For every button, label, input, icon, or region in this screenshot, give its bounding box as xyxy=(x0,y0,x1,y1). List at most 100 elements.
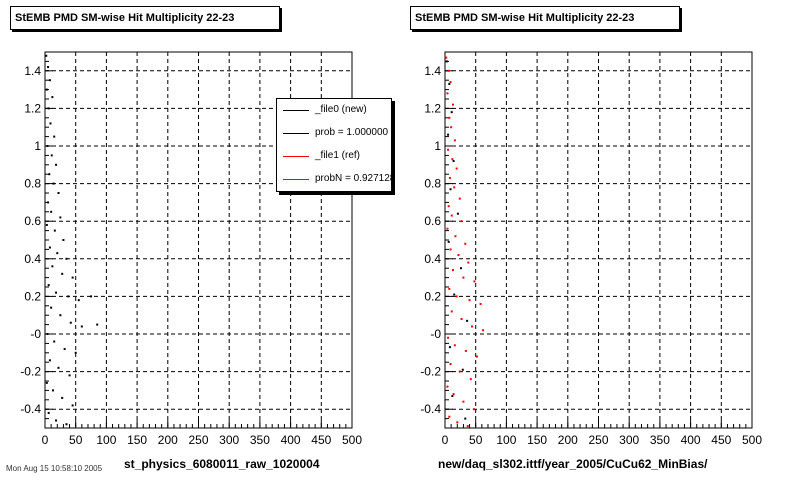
panel-2-series-0-point-14 xyxy=(447,205,450,208)
panel-1-series-0-point-6 xyxy=(49,122,52,125)
panel-2-xtick-label-0: 0 xyxy=(442,433,449,447)
panel-2-series-1-point-3 xyxy=(447,133,450,136)
panel-2-series-0-point-38 xyxy=(449,363,452,366)
panel-1-ytick-label-4: 0.4 xyxy=(24,252,41,266)
panel-2-series-1-point-6 xyxy=(456,212,459,215)
panel-1-xtick-label-6: 300 xyxy=(219,433,239,447)
panel-1-ytick-label-5: 0.6 xyxy=(24,214,41,228)
panel-1-series-0-point-19 xyxy=(62,239,65,241)
panel-1-ytick-label-3: 0.2 xyxy=(24,289,41,303)
panel-1-series-0-point-1 xyxy=(47,66,50,69)
panel-2-xtick-label-5: 250 xyxy=(588,433,608,447)
panel-2-series-1-point-13 xyxy=(451,395,454,398)
panel-1-series-0-point-33 xyxy=(80,325,83,328)
panel-2-series-0-point-47 xyxy=(466,425,469,428)
panel-2-series-0-point-19 xyxy=(464,242,467,245)
panel-2-series-1-point-5 xyxy=(449,188,452,191)
panel-2-ytick-label-2: -0 xyxy=(430,327,441,341)
panel-2-frame xyxy=(444,51,753,429)
legend-entry-prob: prob = 1.000000 xyxy=(277,125,391,143)
panel-1-series-0-point-30 xyxy=(50,306,53,309)
panel-2-series-0-point-22 xyxy=(467,261,470,264)
panel-1-ytick-label-6: 0.8 xyxy=(24,177,41,191)
panel-1-series-0-point-28 xyxy=(67,295,70,298)
panel-1-series-0-point-23 xyxy=(51,265,54,268)
panel-1-title: StEMB PMD SM-wise Hit Multiplicity 22-23 xyxy=(10,6,280,30)
legend-label-prob: prob = 1.000000 xyxy=(315,127,389,138)
panel-2-series-0-point-23 xyxy=(451,269,454,272)
legend-label-file0: _file0 (new) xyxy=(315,104,367,115)
panel-1-series-0-point-3 xyxy=(45,88,48,91)
panel-2-xtick-label-3: 150 xyxy=(527,433,547,447)
panel-2-series-0-point-32 xyxy=(471,325,474,328)
panel-2-series-0-point-5 xyxy=(448,116,451,119)
panel-2-series-0-point-26 xyxy=(448,287,451,290)
panel-2-series-0-point-15 xyxy=(450,214,453,217)
panel-1-xtick-label-1: 50 xyxy=(69,433,83,447)
panel-2-series-0-point-42 xyxy=(452,393,455,396)
panel-1-xtick-label-8: 400 xyxy=(281,433,301,447)
panel-2-series-0-point-43 xyxy=(462,400,465,403)
panel-2-series-0-point-11 xyxy=(448,176,451,179)
panel-1-xtick-label-10: 500 xyxy=(342,433,362,447)
legend-swatch-file0 xyxy=(283,110,309,111)
panel-1-series-0-point-35 xyxy=(53,340,56,343)
panel-2-title: StEMB PMD SM-wise Hit Multiplicity 22-23 xyxy=(410,6,680,30)
panel-2-series-0-point-12 xyxy=(453,186,456,189)
panel-1-series-0-point-48 xyxy=(90,295,93,298)
panel-1-xtick-label-4: 200 xyxy=(158,433,178,447)
panel-1-series-0-point-46 xyxy=(55,419,58,422)
panel-2-series-0-point-0 xyxy=(445,56,448,59)
panel-1-series-0-point-15 xyxy=(50,210,53,213)
panel-1-series-0-point-25 xyxy=(71,276,74,279)
legend-entry-probn: probN = 0.927128 xyxy=(277,171,392,189)
panel-2-series-0-point-21 xyxy=(457,254,460,257)
panel-2-ytick-label-0: -0.4 xyxy=(420,402,441,416)
panel-2-series-0-point-7 xyxy=(453,139,456,142)
panel-2-series-1-point-8 xyxy=(459,267,462,270)
panel-2-series-1-point-4 xyxy=(452,160,455,163)
panel-1-series-0-point-16 xyxy=(59,216,62,219)
panel-2-series-0-point-44 xyxy=(472,408,475,411)
panel-2-ytick-label-6: 0.8 xyxy=(424,177,441,191)
panel-2-ytick-label-3: 0.2 xyxy=(424,289,441,303)
panel-1-series-0-point-26 xyxy=(47,284,50,287)
panel-2-xtick-label-2: 100 xyxy=(496,433,516,447)
panel-2-series-1-point-7 xyxy=(447,240,450,243)
legend-entry-file1: _file1 (ref) xyxy=(277,148,391,166)
panel-1-series-0-point-39 xyxy=(57,366,60,369)
panel-1-series-0-point-13 xyxy=(57,192,60,194)
panel-2-series-0-point-27 xyxy=(455,295,458,298)
panel-2-series-1-point-2 xyxy=(450,111,453,114)
panel-2-xtick-label-7: 350 xyxy=(650,433,670,447)
panel-2-series-0-point-45 xyxy=(448,415,451,418)
timestamp-text: Mon Aug 15 10:58:10 2005 xyxy=(6,464,103,473)
legend-label-probn: probN = 0.927128 xyxy=(315,173,392,184)
panel-1-series-0-point-7 xyxy=(53,135,56,138)
panel-1-xtick-label-3: 150 xyxy=(127,433,147,447)
panel-2-xtick-label-4: 200 xyxy=(558,433,578,447)
panel-1-series-0-point-40 xyxy=(68,374,71,377)
panel-2-ytick-label-4: 0.4 xyxy=(424,252,441,266)
panel-2-series-0-point-36 xyxy=(464,349,467,352)
panel-2-series-0-point-9 xyxy=(451,158,454,161)
legend-swatch-probn xyxy=(283,179,309,180)
panel-1-series-0-point-38 xyxy=(48,359,51,362)
panel-1-series-0-point-5 xyxy=(47,107,50,110)
panel-2-series-0-point-20 xyxy=(449,248,452,251)
panel-1-series-0-point-31 xyxy=(59,314,62,317)
panel-2-series-0-point-8 xyxy=(447,148,450,151)
panel-1-series-0-point-21 xyxy=(56,252,59,255)
panel-1-series-0-point-11 xyxy=(48,173,51,176)
panel-2-series-0-point-24 xyxy=(462,276,465,279)
panel-1-series-0-point-18 xyxy=(53,229,56,232)
panel-1-series-0-point-41 xyxy=(45,381,48,384)
panel-2-series-0-point-41 xyxy=(446,385,449,388)
panel-1-ytick-label-2: -0 xyxy=(30,327,41,341)
panel-2-xaxis-title: new/daq_sl302.ittf/year_2005/CuCu62_MinB… xyxy=(438,457,708,471)
panel-1-series-0-point-22 xyxy=(65,257,68,260)
panel-1-series-0-point-12 xyxy=(52,182,55,185)
panel-2-series-1-point-1 xyxy=(448,82,451,85)
legend-swatch-prob xyxy=(283,133,309,134)
panel-2-series-0-point-28 xyxy=(468,299,471,302)
